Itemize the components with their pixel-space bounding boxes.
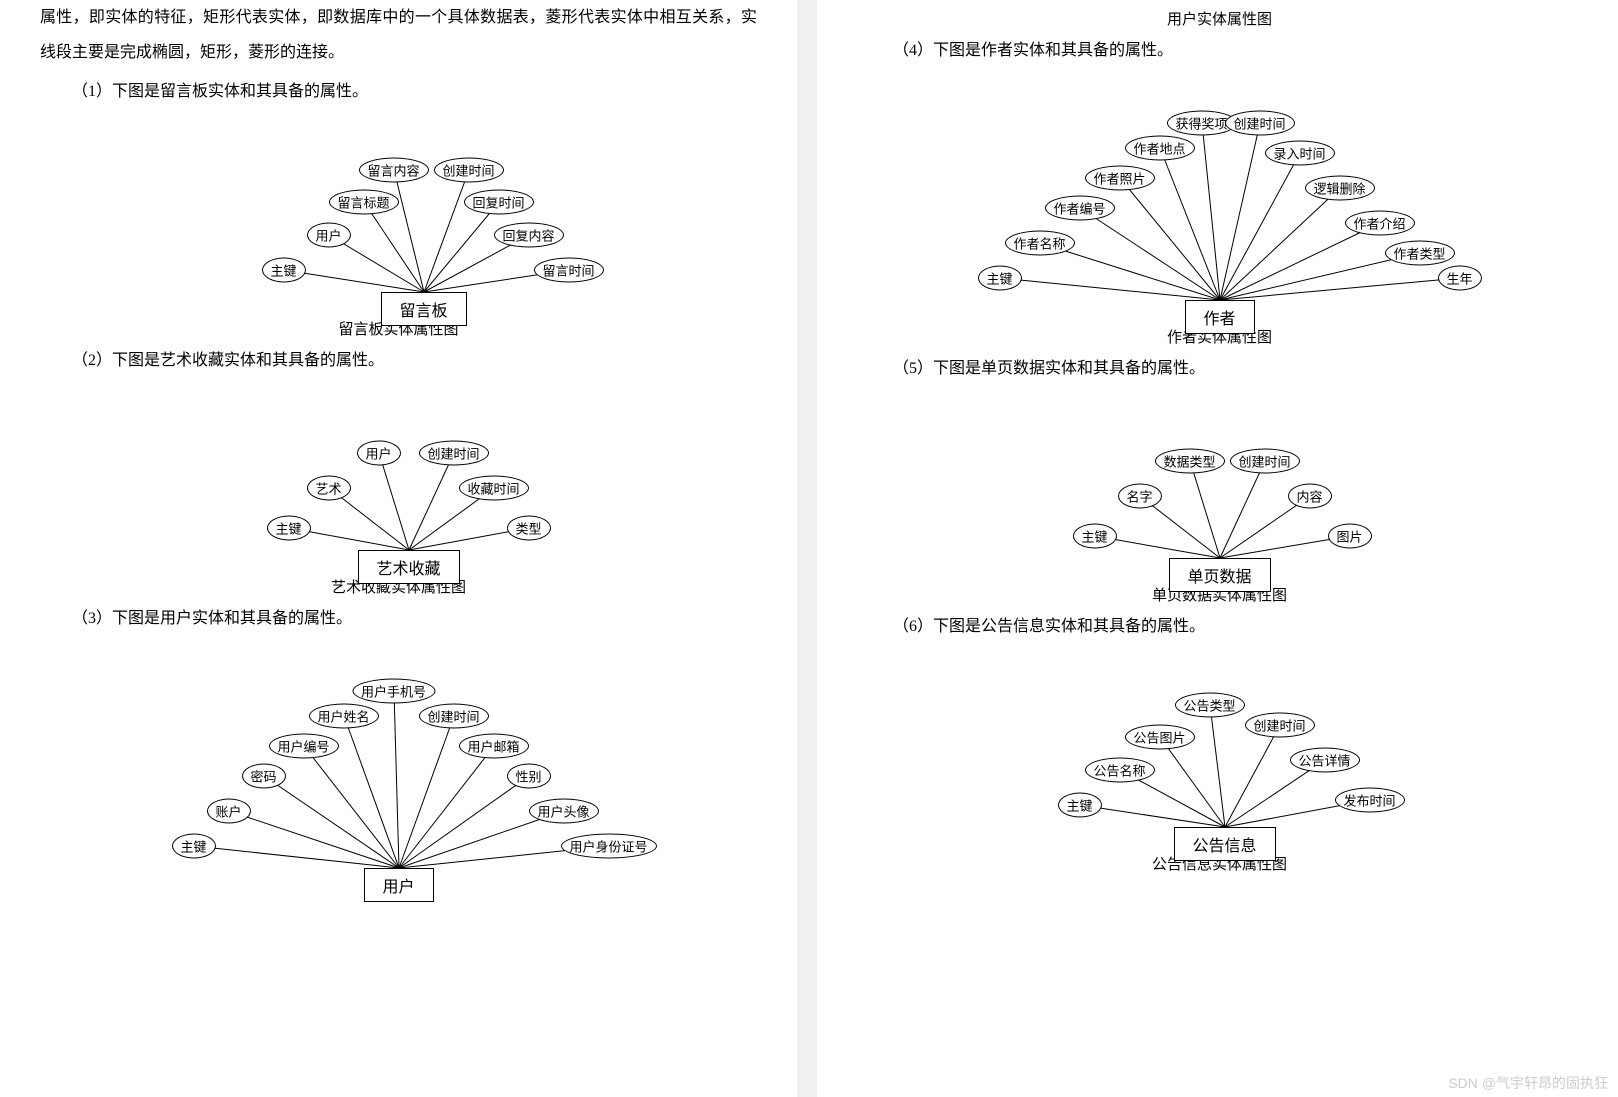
attribute-ellipse: 发布时间 <box>1334 787 1404 812</box>
attribute-ellipse: 公告详情 <box>1289 747 1359 772</box>
attribute-ellipse: 收藏时间 <box>458 475 528 500</box>
attribute-ellipse: 公告名称 <box>1084 757 1154 782</box>
diagram-6: 主键公告名称公告图片公告类型创建时间公告详情发布时间公告信息 <box>990 655 1450 845</box>
diagram-user-caption: 用户实体属性图 <box>861 8 1578 29</box>
diagram-4-wrap: 主键作者名称作者编号作者照片作者地点获得奖项创建时间录入时间逻辑删除作者介绍作者… <box>861 78 1578 318</box>
diagram-2-wrap: 主键艺术用户创建时间收藏时间类型艺术收藏 <box>40 388 757 568</box>
diagram-2: 主键艺术用户创建时间收藏时间类型艺术收藏 <box>189 388 609 568</box>
diagram-6-wrap: 主键公告名称公告图片公告类型创建时间公告详情发布时间公告信息 <box>861 655 1578 845</box>
page-container: 属性，即实体的特征，矩形代表实体，即数据库中的一个具体数据表，菱形代表实体中相互… <box>0 0 1618 1097</box>
attribute-ellipse: 用户姓名 <box>308 703 378 728</box>
attribute-ellipse: 创建时间 <box>1229 449 1299 474</box>
attribute-ellipse: 创建时间 <box>1224 111 1294 136</box>
attribute-ellipse: 作者地点 <box>1124 136 1194 161</box>
section-6-label: （6）下图是公告信息实体和其具备的属性。 <box>861 609 1578 644</box>
right-page: 用户实体属性图 （4）下图是作者实体和其具备的属性。 主键 作者名称 作者编号 作者照… <box>817 0 1618 1097</box>
attribute-ellipse: 公告类型 <box>1174 692 1244 717</box>
attribute-ellipse: 艺术 <box>306 475 350 500</box>
attribute-ellipse: 留言标题 <box>328 189 398 214</box>
attribute-ellipse: 作者介绍 <box>1344 211 1414 236</box>
attribute-ellipse: 用户 <box>356 440 400 465</box>
attribute-ellipse: 数据类型 <box>1154 449 1224 474</box>
diagram-4: 主键作者名称作者编号作者照片作者地点获得奖项创建时间录入时间逻辑删除作者介绍作者… <box>940 78 1500 318</box>
diagram-1-wrap: 主键用户留言标题留言内容创建时间回复时间回复内容留言时间留言板 <box>40 120 757 310</box>
diagram-5: 主键名字数据类型创建时间内容图片单页数据 <box>1010 396 1430 576</box>
attribute-ellipse: 用户头像 <box>528 798 598 823</box>
attribute-ellipse: 用户手机号 <box>352 678 435 703</box>
attribute-ellipse: 主键 <box>977 266 1021 291</box>
attribute-ellipse: 公告图片 <box>1124 724 1194 749</box>
attribute-ellipse: 创建时间 <box>418 440 488 465</box>
watermark: SDN @气宇轩昂的固执狂 <box>1448 1073 1608 1093</box>
section-2-label: （2）下图是艺术收藏实体和其具备的属性。 <box>40 343 757 378</box>
attribute-ellipse: 用户编号 <box>268 733 338 758</box>
diagram-3: 主键账户密码用户编号用户姓名用户手机号创建时间用户邮箱性别用户头像用户身份证号用… <box>119 646 679 886</box>
attribute-ellipse: 作者编号 <box>1044 196 1114 221</box>
attribute-ellipse: 录入时间 <box>1264 141 1334 166</box>
attribute-ellipse: 作者名称 <box>1004 231 1074 256</box>
attribute-ellipse: 主键 <box>171 833 215 858</box>
attribute-ellipse: 主键 <box>266 515 310 540</box>
attribute-ellipse: 主键 <box>1057 792 1101 817</box>
diagram-1: 主键用户留言标题留言内容创建时间回复时间回复内容留言时间留言板 <box>169 120 629 310</box>
attribute-ellipse: 类型 <box>506 515 550 540</box>
attribute-ellipse: 逻辑删除 <box>1304 176 1374 201</box>
connector-lines <box>1010 396 1430 576</box>
attribute-ellipse: 账户 <box>206 798 250 823</box>
attribute-ellipse: 生年 <box>1437 266 1481 291</box>
left-page: 属性，即实体的特征，矩形代表实体，即数据库中的一个具体数据表，菱形代表实体中相互… <box>0 0 817 1097</box>
attribute-ellipse: 作者类型 <box>1384 241 1454 266</box>
attribute-ellipse: 留言时间 <box>533 257 603 282</box>
attribute-ellipse: 性别 <box>506 763 550 788</box>
attribute-ellipse: 图片 <box>1327 524 1371 549</box>
attribute-ellipse: 名字 <box>1117 484 1161 509</box>
section-1-label: （1）下图是留言板实体和其具备的属性。 <box>40 74 757 109</box>
attribute-ellipse: 回复内容 <box>493 222 563 247</box>
section-5-label: （5）下图是单页数据实体和其具备的属性。 <box>861 351 1578 386</box>
attribute-ellipse: 用户 <box>306 222 350 247</box>
diagram-5-wrap: 主键名字数据类型创建时间内容图片单页数据 <box>861 396 1578 576</box>
attribute-ellipse: 回复时间 <box>463 189 533 214</box>
attribute-ellipse: 创建时间 <box>418 703 488 728</box>
intro-paragraph: 属性，即实体的特征，矩形代表实体，即数据库中的一个具体数据表，菱形代表实体中相互… <box>40 0 757 70</box>
attribute-ellipse: 内容 <box>1287 484 1331 509</box>
attribute-ellipse: 密码 <box>241 763 285 788</box>
attribute-ellipse: 主键 <box>261 257 305 282</box>
attribute-ellipse: 用户身份证号 <box>560 833 656 858</box>
attribute-ellipse: 创建时间 <box>433 157 503 182</box>
section-4-label: （4）下图是作者实体和其具备的属性。 <box>861 33 1578 68</box>
attribute-ellipse: 用户邮箱 <box>458 733 528 758</box>
connector-lines <box>990 655 1450 845</box>
connector-lines <box>189 388 609 568</box>
diagram-3-wrap: 主键账户密码用户编号用户姓名用户手机号创建时间用户邮箱性别用户头像用户身份证号用… <box>40 646 757 886</box>
section-3-label: （3）下图是用户实体和其具备的属性。 <box>40 601 757 636</box>
attribute-ellipse: 主键 <box>1072 524 1116 549</box>
attribute-ellipse: 留言内容 <box>358 157 428 182</box>
attribute-ellipse: 作者照片 <box>1084 166 1154 191</box>
attribute-ellipse: 创建时间 <box>1244 712 1314 737</box>
